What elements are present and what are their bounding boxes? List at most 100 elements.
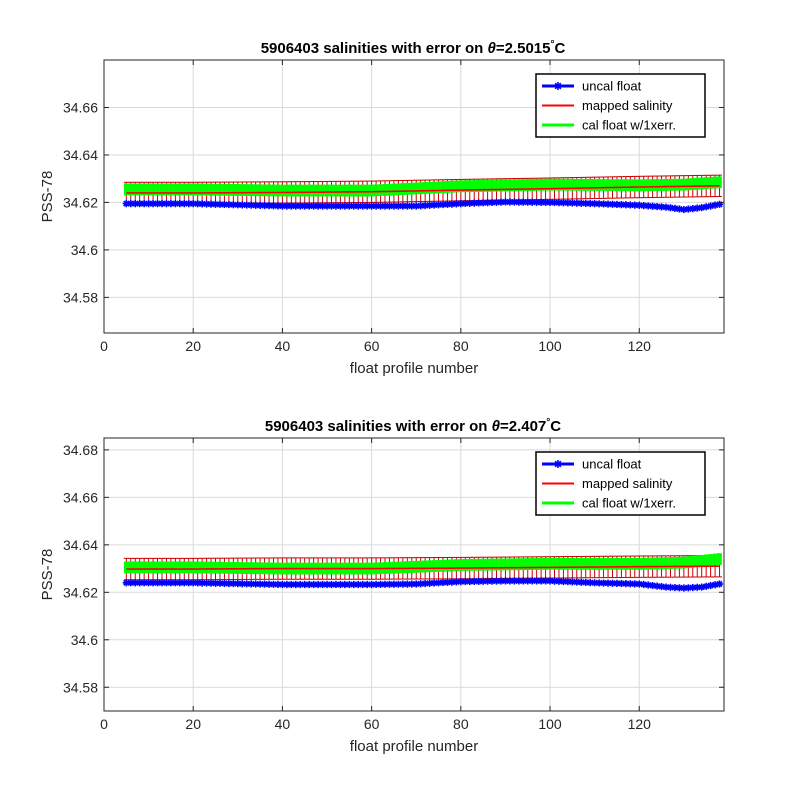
uncal-point [550,198,559,207]
uncal-point [376,202,385,210]
legend-marker [554,82,562,90]
uncal-point [359,580,367,589]
uncal-point [327,202,336,210]
uncal-point [269,580,278,588]
cal-float-line [126,558,720,570]
uncal-point [136,200,144,208]
uncal-point [568,578,576,586]
uncal-point [573,199,581,207]
uncal-point [550,577,559,585]
uncal-point [662,583,670,591]
x-tick-label: 60 [364,716,380,732]
uncal-point [305,202,313,210]
x-axis-label: float profile number [350,360,478,377]
mapped-salinity-line [126,565,720,570]
uncal-point [296,580,304,589]
uncal-point [408,202,416,210]
axis-ticks: 0 20 40 60 80 100 120 34.58 34.6 34.62 34.64 34.66 3… [63,438,724,732]
uncal-point [323,202,331,210]
uncal-point [412,580,420,588]
uncal-point [350,202,358,210]
mapped-salinity-line [126,185,720,194]
uncal-point [318,580,327,589]
uncal-point [354,580,362,589]
legend-label: cal float w/1xerr. [582,496,676,511]
legend-label: uncal float [582,79,642,94]
uncal-point [711,581,719,589]
uncal-point [171,579,179,587]
uncal-point [122,200,130,208]
uncal-point [707,581,715,590]
uncal-point [666,583,675,591]
uncal-point [372,202,380,210]
uncal-point [711,201,719,209]
uncal-point [247,580,255,588]
chart-title: 5906403 salinities with error on θ=2.407… [265,417,561,435]
uncal-point [399,202,407,210]
uncal-point [292,202,300,210]
x-tick-label: 120 [628,338,652,354]
uncal-point [470,199,478,207]
uncal-point [202,200,211,208]
uncal-point [403,202,411,210]
x-tick-label: 80 [453,716,469,732]
y-tick-label: 34.58 [63,289,98,305]
uncal-point [452,200,460,208]
uncal-point [162,200,171,208]
uncal-point [336,202,344,210]
uncal-point [243,201,251,209]
uncal-point [475,577,483,585]
uncal-point [506,577,514,585]
uncal-point [559,199,568,207]
uncal-point [381,580,389,588]
uncal-point [501,577,510,585]
uncal-point [470,577,478,586]
uncal-point [167,200,175,208]
uncal-point [341,202,349,210]
y-tick-label: 34.64 [63,537,98,553]
uncal-point [332,202,340,210]
uncal-point [680,205,688,214]
uncal-point [180,200,188,208]
y-tick-label: 34.62 [63,194,98,210]
axis-ticks: 0 20 40 60 80 100 120 34.58 34.6 34.62 34.64 34.66 [63,60,724,354]
y-tick-label: 34.64 [63,147,98,163]
uncal-point [368,202,376,210]
uncal-point [220,200,229,209]
uncal-point [577,578,585,586]
uncal-point [158,579,166,587]
uncal-point [631,201,639,209]
uncal-point [292,580,300,589]
uncal-point [229,579,237,588]
uncal-point [225,579,233,588]
uncal-point [252,580,260,588]
uncal-point [715,200,724,208]
uncal-point [644,581,652,589]
uncal-point [608,200,617,208]
legend-entry-uncal: uncal float [542,79,642,94]
uncal-point [537,577,545,585]
uncal-point [524,198,532,206]
uncal-point [564,199,572,207]
uncal-point [216,200,224,208]
uncal-point [599,200,608,208]
uncal-point [448,200,456,208]
uncal-point [372,580,380,589]
uncal-point [689,583,697,592]
uncal-point [568,199,576,207]
legend-entry-uncal: uncal float [542,457,642,472]
uncal-point [354,202,362,210]
uncal-point [417,580,425,588]
x-tick-label: 20 [185,716,201,732]
uncal-point [666,204,675,212]
uncal-point [256,580,264,588]
uncal-point [350,580,358,589]
uncal-point [528,577,536,585]
x-tick-label: 120 [628,716,652,732]
uncal-point [662,203,670,211]
y-tick-label: 34.68 [63,442,98,458]
uncal-point [546,198,554,207]
uncal-point [541,577,550,585]
uncal-point [546,577,554,585]
